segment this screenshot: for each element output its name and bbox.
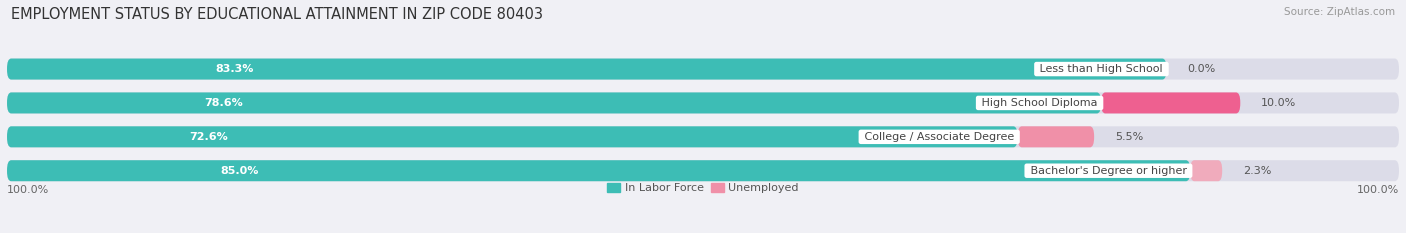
Text: Source: ZipAtlas.com: Source: ZipAtlas.com [1284,7,1395,17]
FancyBboxPatch shape [1101,93,1240,113]
FancyBboxPatch shape [7,58,1167,79]
FancyBboxPatch shape [7,160,1191,181]
Text: 5.5%: 5.5% [1115,132,1143,142]
Text: EMPLOYMENT STATUS BY EDUCATIONAL ATTAINMENT IN ZIP CODE 80403: EMPLOYMENT STATUS BY EDUCATIONAL ATTAINM… [11,7,543,22]
Text: 100.0%: 100.0% [1357,185,1399,195]
Legend: In Labor Force, Unemployed: In Labor Force, Unemployed [603,178,803,197]
Text: 2.3%: 2.3% [1243,166,1271,176]
FancyBboxPatch shape [7,160,1399,181]
Text: 83.3%: 83.3% [215,64,254,74]
FancyBboxPatch shape [7,58,1399,79]
FancyBboxPatch shape [7,93,1101,113]
FancyBboxPatch shape [7,126,1399,147]
Text: College / Associate Degree: College / Associate Degree [860,132,1018,142]
Text: High School Diploma: High School Diploma [979,98,1101,108]
Text: Less than High School: Less than High School [1036,64,1167,74]
Text: Bachelor's Degree or higher: Bachelor's Degree or higher [1026,166,1191,176]
Text: 0.0%: 0.0% [1188,64,1216,74]
FancyBboxPatch shape [7,93,1399,113]
FancyBboxPatch shape [1191,160,1222,181]
Text: 100.0%: 100.0% [7,185,49,195]
Text: 85.0%: 85.0% [219,166,259,176]
Text: 10.0%: 10.0% [1261,98,1296,108]
FancyBboxPatch shape [1018,126,1094,147]
Text: 72.6%: 72.6% [188,132,228,142]
Text: 78.6%: 78.6% [204,98,243,108]
FancyBboxPatch shape [7,126,1018,147]
